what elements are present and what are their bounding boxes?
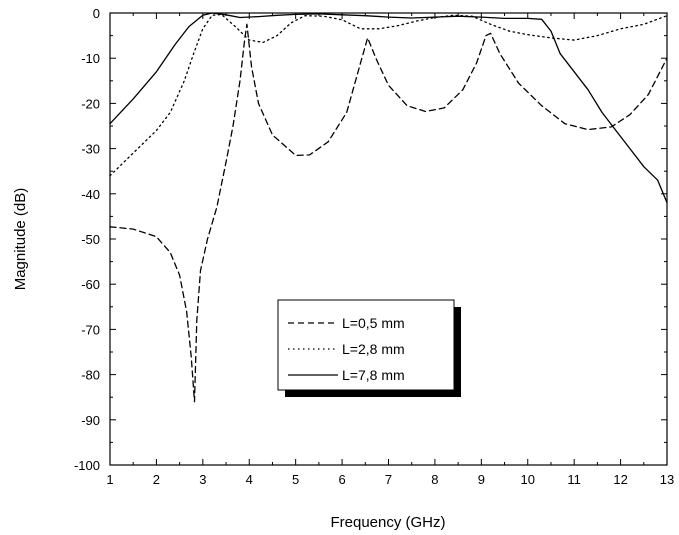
x-tick-label: 9 [478,472,485,487]
y-tick-label: -40 [81,187,100,202]
y-tick-label: -20 [81,96,100,111]
legend-label-series-0: L=0,5 mm [342,315,405,331]
x-tick-label: 1 [106,472,113,487]
legend-label-series-1: L=2,8 mm [342,341,405,357]
x-tick-label: 8 [431,472,438,487]
x-tick-label: 12 [613,472,627,487]
x-tick-label: 6 [338,472,345,487]
x-tick-label: 3 [199,472,206,487]
y-tick-label: -80 [81,368,100,383]
y-tick-label: -90 [81,413,100,428]
legend-label-series-2: L=7,8 mm [342,367,405,383]
x-tick-label: 10 [521,472,535,487]
series-line-0 [109,23,668,403]
axes-layer: 1 2 3 4 5 6 7 8 9 10 11 12 130-10-20-30-40-50-60-70-… [74,6,674,487]
y-axis-title: Magnitude (dB) [12,188,29,291]
y-tick-label: -10 [81,51,100,66]
series-line-2 [109,12,668,204]
x-tick-label: 7 [385,472,392,487]
series-line-1 [109,13,668,177]
x-axis-title: Frequency (GHz) [330,514,445,531]
plot-frame [109,12,668,466]
x-tick-label: 4 [246,472,253,487]
x-tick-label: 5 [292,472,299,487]
y-tick-label: 0 [93,6,100,21]
y-tick-label: -70 [81,322,100,337]
series-layer [109,12,668,403]
legend: L=0,5 mm L=2,8 mm L=7,8 mm [277,299,461,397]
y-tick-label: -100 [74,458,100,473]
x-tick-label: 2 [153,472,160,487]
x-tick-label: 11 [567,472,581,487]
y-tick-label: -50 [81,232,100,247]
y-tick-label: -60 [81,277,100,292]
y-tick-label: -30 [81,142,100,157]
x-tick-label: 13 [660,472,674,487]
plot-area [109,12,668,466]
